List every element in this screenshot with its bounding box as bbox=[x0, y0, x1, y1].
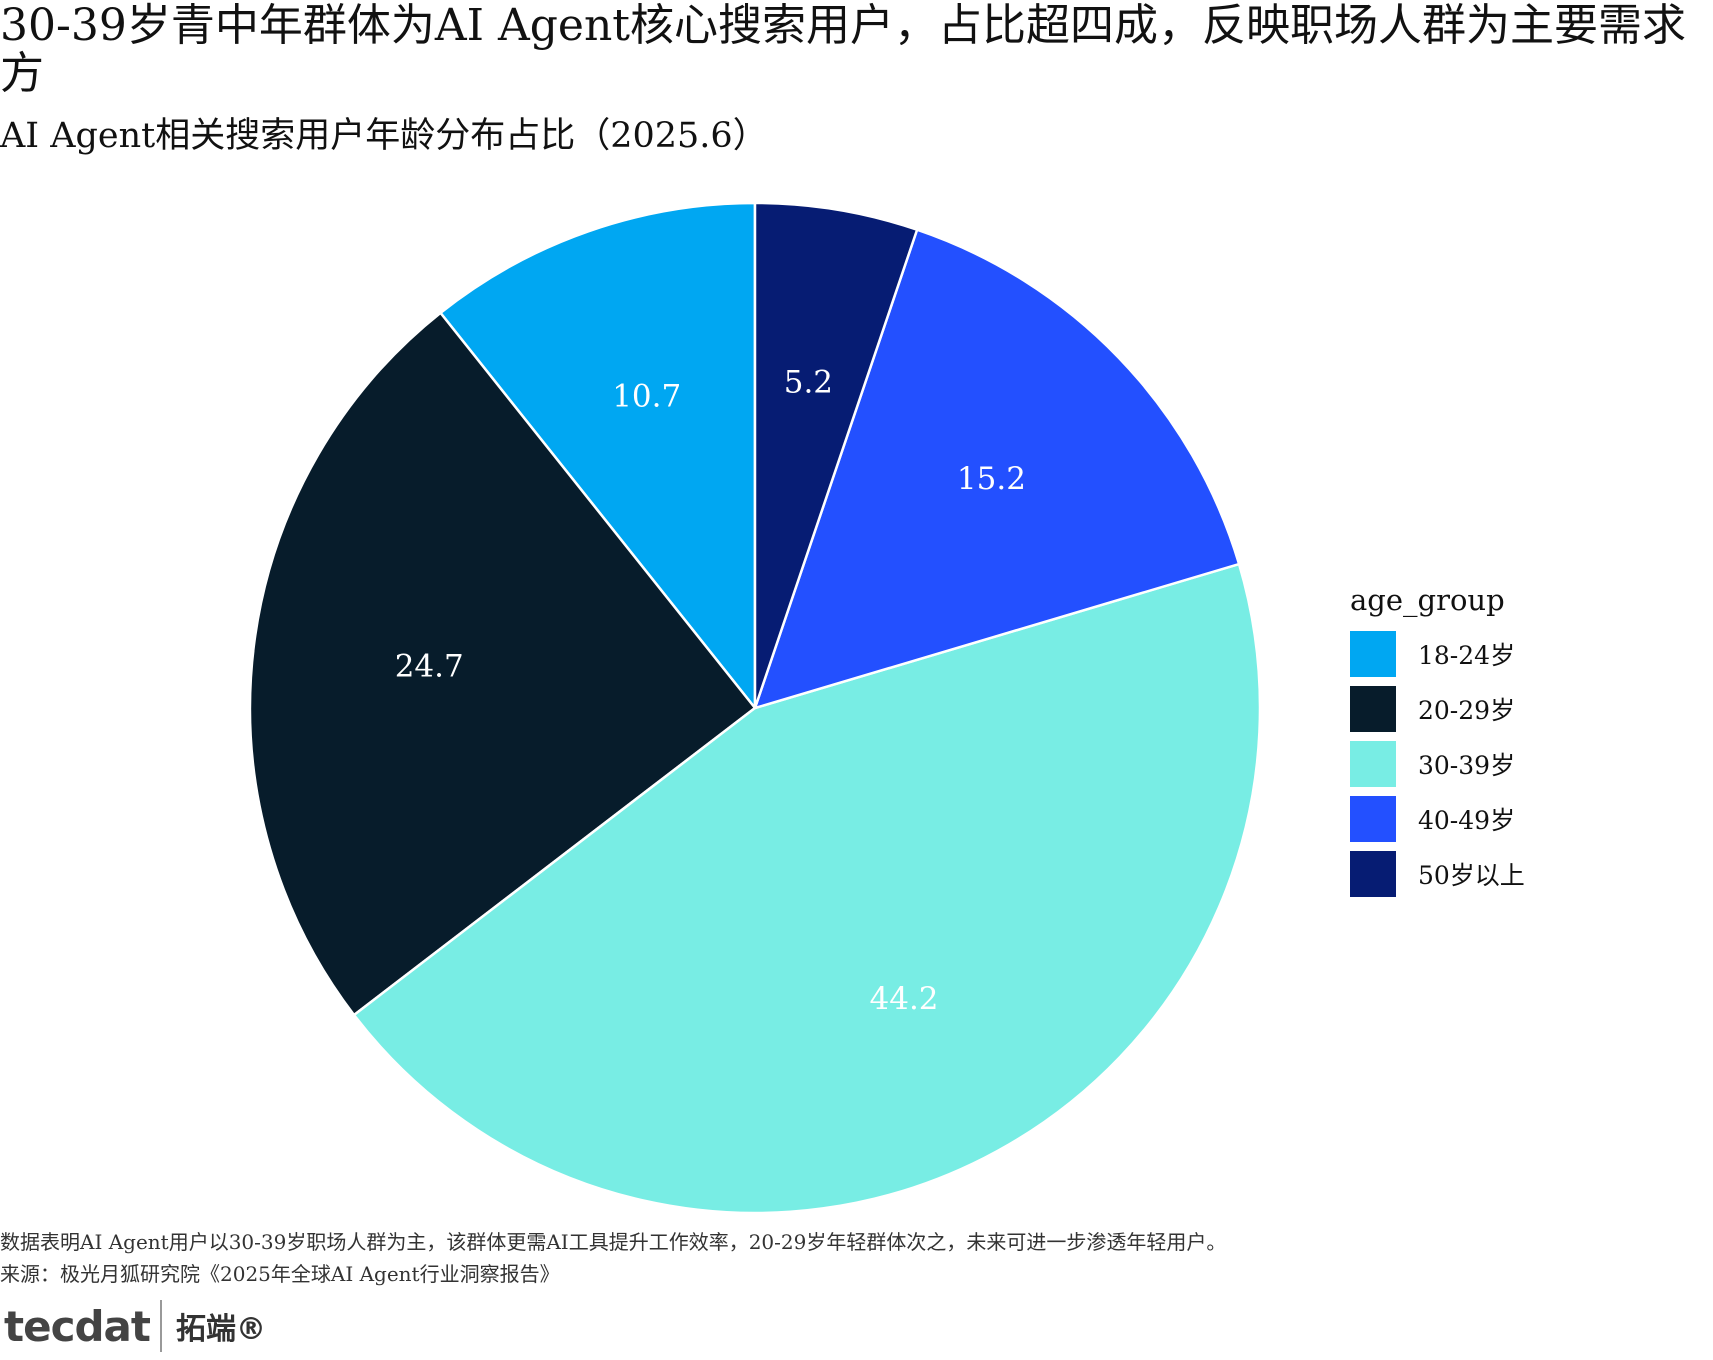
brand-divider bbox=[159, 1300, 162, 1352]
brand-mark: tecdat bbox=[4, 1295, 151, 1358]
source-text: 来源：极光月狐研究院《2025年全球AI Agent行业洞察报告》 bbox=[0, 1262, 560, 1286]
pie-slice-18-24 bbox=[438, 201, 757, 712]
pie-value-labels: 10.7 24.7 44.2 15.2 5.2 bbox=[395, 365, 1026, 1017]
pie-chart: 10.7 24.7 44.2 15.2 5.2 bbox=[248, 201, 1262, 1215]
legend-item-18-24: 18-24岁 bbox=[1350, 626, 1525, 681]
legend-label-40-49: 40-49岁 bbox=[1418, 805, 1516, 835]
pie-value-label-20-29: 24.7 bbox=[395, 648, 464, 684]
legend-swatch-50-plus bbox=[1350, 850, 1396, 897]
pie-value-label-50-plus: 5.2 bbox=[784, 365, 833, 401]
legend-label-30-39: 30-39岁 bbox=[1418, 750, 1516, 780]
pie-slices bbox=[248, 201, 1262, 1215]
pie-slice-20-29 bbox=[248, 311, 757, 1017]
brand-mark-text: tecdat bbox=[4, 1301, 151, 1351]
pie-value-label-30-39: 44.2 bbox=[870, 981, 939, 1017]
legend-item-40-49: 40-49岁 bbox=[1350, 791, 1525, 846]
chart-title: 30-39岁青中年群体为AI Agent核心搜索用户，占比超四成，反映职场人群为… bbox=[0, 0, 1686, 99]
legend: age_group 18-24岁 20-29岁 30-39岁 40-49岁 50… bbox=[1350, 582, 1525, 901]
legend-swatch-40-49 bbox=[1350, 795, 1396, 842]
legend-label-50-plus: 50岁以上 bbox=[1418, 860, 1525, 890]
legend-item-20-29: 20-29岁 bbox=[1350, 681, 1525, 736]
legend-label-20-29: 20-29岁 bbox=[1418, 695, 1516, 725]
legend-swatch-30-39 bbox=[1350, 740, 1396, 787]
pie-slice-50-plus bbox=[753, 201, 919, 709]
pie-value-label-18-24: 10.7 bbox=[612, 379, 681, 415]
footnote-text: 数据表明AI Agent用户以30-39岁职场人群为主，该群体更需AI工具提升工… bbox=[0, 1230, 1227, 1254]
legend-title: age_group bbox=[1350, 583, 1505, 617]
legend-label-18-24: 18-24岁 bbox=[1418, 640, 1516, 670]
brand-name-cn: 拓端® bbox=[175, 1312, 266, 1347]
legend-swatch-18-24 bbox=[1350, 630, 1396, 677]
pie-value-label-40-49: 15.2 bbox=[957, 461, 1026, 497]
brand-logo: tecdat 拓端® bbox=[4, 1292, 266, 1360]
legend-item-30-39: 30-39岁 bbox=[1350, 736, 1525, 791]
pie-slice-30-39 bbox=[352, 562, 1262, 1215]
chart-subtitle: AI Agent相关搜索用户年龄分布占比（2025.6） bbox=[0, 116, 768, 156]
pie-slice-40-49 bbox=[753, 228, 1241, 710]
legend-item-50-plus: 50岁以上 bbox=[1350, 846, 1525, 901]
legend-swatch-20-29 bbox=[1350, 685, 1396, 732]
